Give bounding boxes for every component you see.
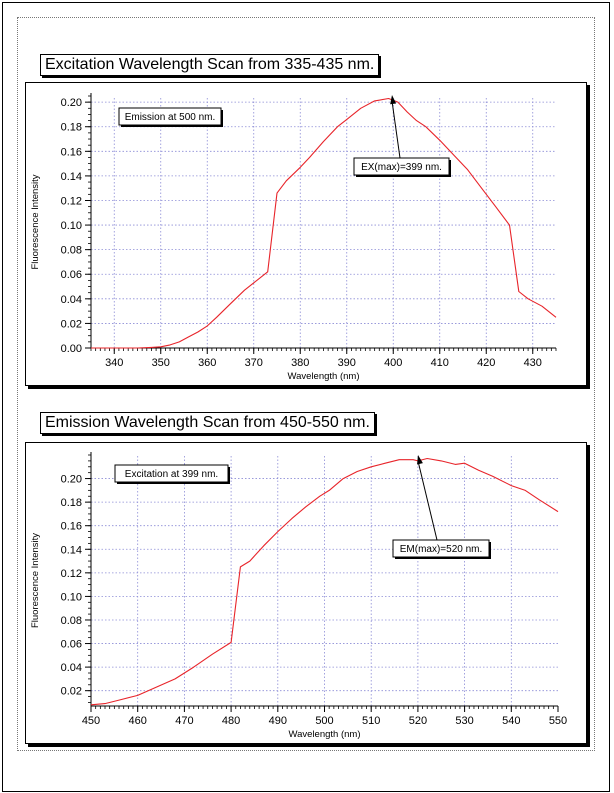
emission-y-tick-label: 0.14	[61, 544, 82, 556]
emission-annotation-text: EM(max)=520 nm.	[400, 544, 483, 555]
excitation-x-tick-label: 350	[152, 357, 170, 369]
emission-x-tick-label: 480	[222, 715, 240, 727]
emission-y-axis-label: Fluorescence Intensity	[30, 533, 41, 628]
emission-series-line	[90, 457, 559, 706]
emission-x-tick-label: 490	[269, 715, 287, 727]
emission-annotation-arrowhead	[417, 455, 423, 465]
excitation-annotation-arrow	[391, 100, 401, 159]
excitation-series-line	[91, 97, 557, 349]
emission-y-tick-label: 0.08	[61, 615, 82, 627]
emission-x-tick-label: 460	[129, 715, 147, 727]
emission-y-tick-label: 0.06	[61, 639, 82, 651]
excitation-x-tick-label: 430	[524, 357, 542, 369]
emission-annotation-box	[114, 464, 229, 483]
excitation-y-tick-label: 0.20	[61, 97, 82, 109]
content-frame	[17, 17, 595, 751]
emission-y-tick-label: 0.20	[61, 474, 82, 486]
excitation-x-tick-label: 390	[338, 357, 356, 369]
excitation-y-tick-label: 0.06	[61, 269, 82, 281]
excitation-annotation-arrowhead	[390, 95, 397, 105]
emission-annotation-box	[392, 539, 490, 558]
emission-x-tick-label: 450	[82, 715, 100, 727]
emission-scan-title: Emission Wavelength Scan from 450-550 nm…	[40, 412, 375, 434]
excitation-y-axis-label: Fluorescence Intensity	[30, 174, 41, 269]
excitation-y-tick-label: 0.12	[61, 195, 82, 207]
excitation-annotation-text: Emission at 500 nm.	[125, 112, 216, 123]
excitation-x-tick-label: 420	[477, 357, 495, 369]
emission-x-tick-label: 520	[409, 715, 427, 727]
emission-x-tick-label: 470	[175, 715, 193, 727]
excitation-x-tick-label: 360	[198, 357, 216, 369]
excitation-annotation-box	[118, 107, 222, 126]
excitation-y-tick-label: 0.18	[61, 122, 82, 134]
emission-x-tick-label: 510	[362, 715, 380, 727]
excitation-y-tick-label: 0.04	[61, 294, 82, 306]
emission-y-tick-label: 0.12	[61, 568, 82, 580]
emission-annotation-arrow	[417, 460, 438, 541]
emission-x-tick-label: 500	[315, 715, 333, 727]
emission-annotation-text: Excitation at 399 nm.	[125, 469, 218, 480]
emission-x-tick-label: 550	[549, 715, 567, 727]
excitation-x-tick-label: 380	[291, 357, 309, 369]
excitation-y-tick-label: 0.14	[61, 171, 82, 183]
excitation-chart: 340 350 360 370 380 390 400 410 420 430 0.00 0.02 0.…	[30, 93, 557, 382]
excitation-x-tick-label: 410	[431, 357, 449, 369]
emission-y-tick-label: 0.18	[61, 497, 82, 509]
emission-x-tick-label: 530	[455, 715, 473, 727]
emission-x-axis-label: Wavelength (nm)	[289, 729, 361, 740]
excitation-y-tick-label: 0.02	[61, 318, 82, 330]
emission-x-tick-label: 540	[502, 715, 520, 727]
excitation-chart-frame: 340 350 360 370 380 390 400 410 420 430 0.00 0.02 0.…	[25, 82, 587, 386]
emission-y-tick-label: 0.02	[61, 686, 82, 698]
excitation-y-tick-label: 0.16	[61, 146, 82, 158]
excitation-y-tick-label: 0.00	[61, 343, 82, 355]
excitation-scan-title: Excitation Wavelength Scan from 335-435 …	[40, 54, 380, 76]
excitation-y-tick-label: 0.10	[61, 220, 82, 232]
excitation-annotation-text: EX(max)=399 nm.	[361, 162, 442, 173]
emission-chart: 450 460 470 480 490 500 510 520 530 540 550 0.02 0.0…	[30, 452, 567, 740]
excitation-x-tick-label: 370	[245, 357, 263, 369]
excitation-x-tick-label: 400	[384, 357, 402, 369]
excitation-x-axis-label: Wavelength (nm)	[288, 371, 360, 382]
excitation-y-tick-label: 0.08	[61, 245, 82, 257]
excitation-annotation-box	[353, 157, 450, 176]
emission-y-tick-label: 0.04	[61, 662, 82, 674]
emission-y-tick-label: 0.16	[61, 521, 82, 533]
emission-chart-frame: 450 460 470 480 490 500 510 520 530 540 550 0.02 0.0…	[25, 442, 587, 744]
emission-y-tick-label: 0.10	[61, 591, 82, 603]
excitation-x-tick-label: 340	[105, 357, 123, 369]
